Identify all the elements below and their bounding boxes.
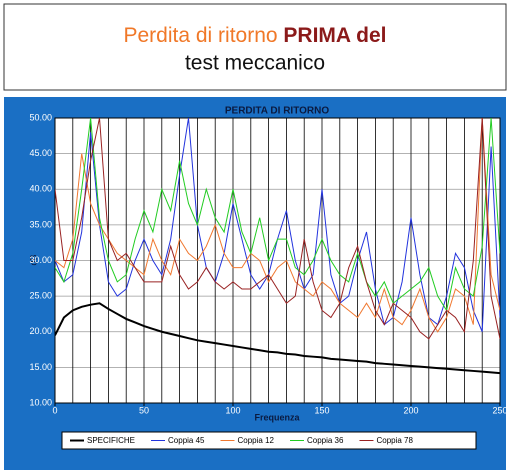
title-part: Perdita di ritorno — [124, 24, 278, 47]
x-tick-label: 50 — [139, 405, 149, 415]
y-axis-label: dB — [28, 254, 38, 265]
x-tick-label: 0 — [52, 405, 57, 415]
y-tick-label: 45.00 — [29, 148, 52, 158]
y-tick-label: 30.00 — [29, 255, 52, 265]
x-tick-label: 200 — [403, 405, 418, 415]
y-tick-label: 35.00 — [29, 219, 52, 229]
series-line — [55, 118, 500, 312]
x-tick-label: 250 — [492, 405, 507, 415]
series-line — [55, 118, 500, 340]
y-tick-label: 40.00 — [29, 184, 52, 194]
series-line — [55, 302, 500, 375]
legend-label: Coppia 36 — [307, 436, 344, 445]
y-tick-label: 20.00 — [29, 326, 52, 336]
y-tick-label: 50.00 — [29, 112, 52, 122]
x-tick-label: 100 — [225, 405, 240, 415]
slide-title: Perdita di ritorno PRIMA del — [124, 24, 387, 47]
x-tick-label: 150 — [314, 405, 329, 415]
legend-label: SPECIFICHE — [87, 436, 135, 445]
y-tick-label: 15.00 — [29, 362, 52, 372]
y-tick-label: 25.00 — [29, 291, 52, 301]
slide-subtitle: test meccanico — [185, 52, 325, 75]
title-box — [3, 3, 507, 91]
legend-label: Coppia 78 — [376, 436, 413, 445]
legend-label: Coppia 12 — [238, 436, 275, 445]
y-tick-label: 10.00 — [29, 397, 52, 407]
legend-box — [61, 431, 477, 450]
legend-label: Coppia 45 — [168, 436, 205, 445]
title-part: PRIMA del — [283, 24, 386, 47]
chart-title: PERDITA DI RITORNO — [225, 106, 329, 117]
x-axis-label: Frequenza — [254, 412, 300, 422]
